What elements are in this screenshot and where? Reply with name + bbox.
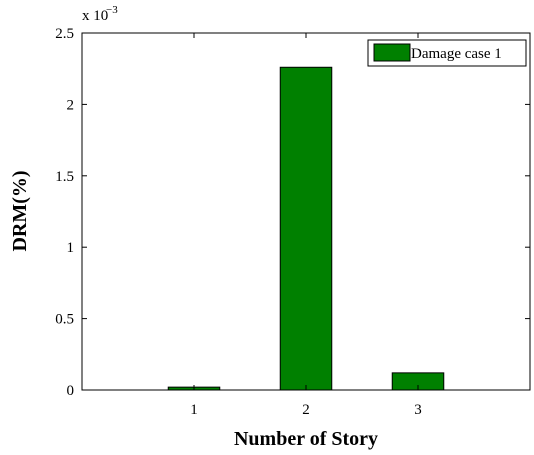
x-tick-label: 2 — [302, 402, 310, 418]
x-axis-ticks: 1 2 3 — [190, 33, 422, 418]
bar-story-2 — [279, 66, 333, 391]
x-tick-label: 1 — [190, 402, 198, 418]
y-exponent-power: −3 — [106, 4, 118, 16]
y-tick-label: 0.5 — [55, 312, 74, 328]
x-tick-label: 3 — [414, 402, 422, 418]
legend: Damage case 1 — [367, 39, 527, 67]
y-tick-label: 1 — [67, 240, 75, 256]
y-tick-label: 2.5 — [55, 26, 74, 42]
y-tick-label: 0 — [67, 383, 75, 399]
bars-group — [167, 66, 445, 391]
y-axis-title: DRM(%) — [9, 170, 31, 251]
y-exponent-base: x 10 — [82, 8, 108, 24]
y-tick-label: 2 — [67, 97, 75, 113]
legend-label: Damage case 1 — [411, 46, 502, 62]
y-tick-label: 1.5 — [55, 169, 74, 185]
y-axis-ticks: 0 0.5 1 1.5 2 2.5 — [55, 26, 530, 399]
x-axis-title: Number of Story — [234, 428, 378, 450]
legend-swatch — [373, 43, 411, 62]
